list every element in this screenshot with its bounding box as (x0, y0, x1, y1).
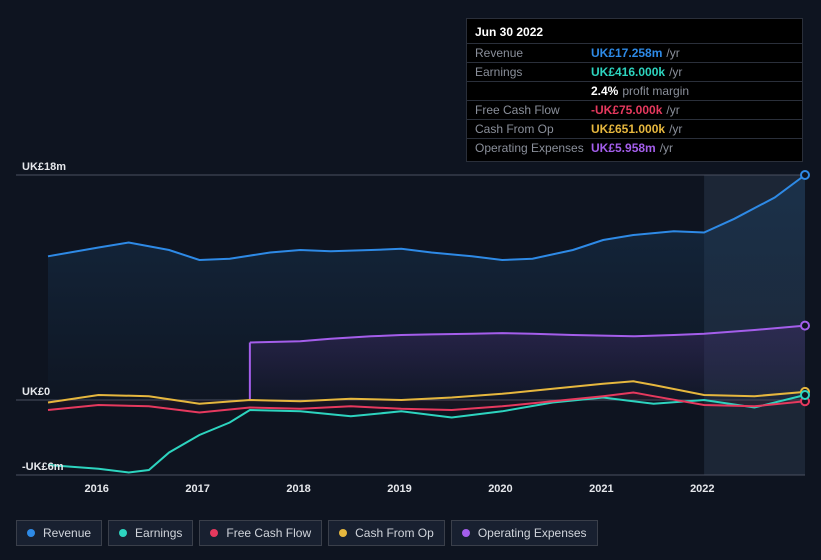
legend: Revenue Earnings Free Cash Flow Cash From O… (16, 520, 598, 546)
tooltip-row: EarningsUK£416.000k/yr (467, 63, 802, 82)
legend-item[interactable]: Earnings (108, 520, 193, 546)
tooltip-row: Free Cash Flow-UK£75.000k/yr (467, 101, 802, 120)
y-tick-label: -UK£6m (22, 461, 64, 473)
tooltip-value: UK£5.958m/yr (591, 141, 673, 155)
chart-area[interactable]: UK£18m UK£0 -UK£6m 2016 2017 2018 2019 2020 202… (0, 155, 821, 495)
legend-swatch (462, 529, 470, 537)
tooltip-date: Jun 30 2022 (467, 25, 802, 44)
legend-label: Free Cash Flow (226, 526, 311, 540)
tooltip-value: 2.4%profit margin (591, 84, 689, 98)
tooltip-value: -UK£75.000k/yr (591, 103, 680, 117)
legend-label: Operating Expenses (478, 526, 587, 540)
legend-item[interactable]: Cash From Op (328, 520, 445, 546)
chart-container: Jun 30 2022 RevenueUK£17.258m/yrEarnings… (0, 0, 821, 560)
tooltip-label: Earnings (475, 65, 591, 79)
x-tick-label: 2017 (185, 483, 209, 495)
tooltip-label: Cash From Op (475, 122, 591, 136)
legend-label: Cash From Op (355, 526, 434, 540)
legend-item[interactable]: Operating Expenses (451, 520, 598, 546)
hover-tooltip: Jun 30 2022 RevenueUK£17.258m/yrEarnings… (466, 18, 803, 162)
tooltip-row: RevenueUK£17.258m/yr (467, 44, 802, 63)
tooltip-label (475, 84, 591, 98)
tooltip-row: Cash From OpUK£651.000k/yr (467, 120, 802, 139)
x-tick-label: 2020 (488, 483, 512, 495)
legend-swatch (119, 529, 127, 537)
legend-swatch (339, 529, 347, 537)
chart-svg (0, 155, 821, 495)
tooltip-row: 2.4%profit margin (467, 82, 802, 101)
x-tick-label: 2021 (589, 483, 613, 495)
x-tick-label: 2022 (690, 483, 714, 495)
legend-item[interactable]: Free Cash Flow (199, 520, 322, 546)
x-tick-label: 2018 (286, 483, 310, 495)
legend-label: Revenue (43, 526, 91, 540)
legend-swatch (27, 529, 35, 537)
tooltip-rows: RevenueUK£17.258m/yrEarningsUK£416.000k/… (467, 44, 802, 157)
tooltip-label: Revenue (475, 46, 591, 60)
y-tick-label: UK£18m (22, 161, 66, 173)
tooltip-label: Free Cash Flow (475, 103, 591, 117)
legend-item[interactable]: Revenue (16, 520, 102, 546)
x-tick-label: 2016 (84, 483, 108, 495)
legend-swatch (210, 529, 218, 537)
tooltip-value: UK£17.258m/yr (591, 46, 680, 60)
legend-label: Earnings (135, 526, 182, 540)
tooltip-label: Operating Expenses (475, 141, 591, 155)
x-tick-label: 2019 (387, 483, 411, 495)
tooltip-value: UK£416.000k/yr (591, 65, 682, 79)
y-tick-label: UK£0 (22, 386, 50, 398)
tooltip-value: UK£651.000k/yr (591, 122, 682, 136)
